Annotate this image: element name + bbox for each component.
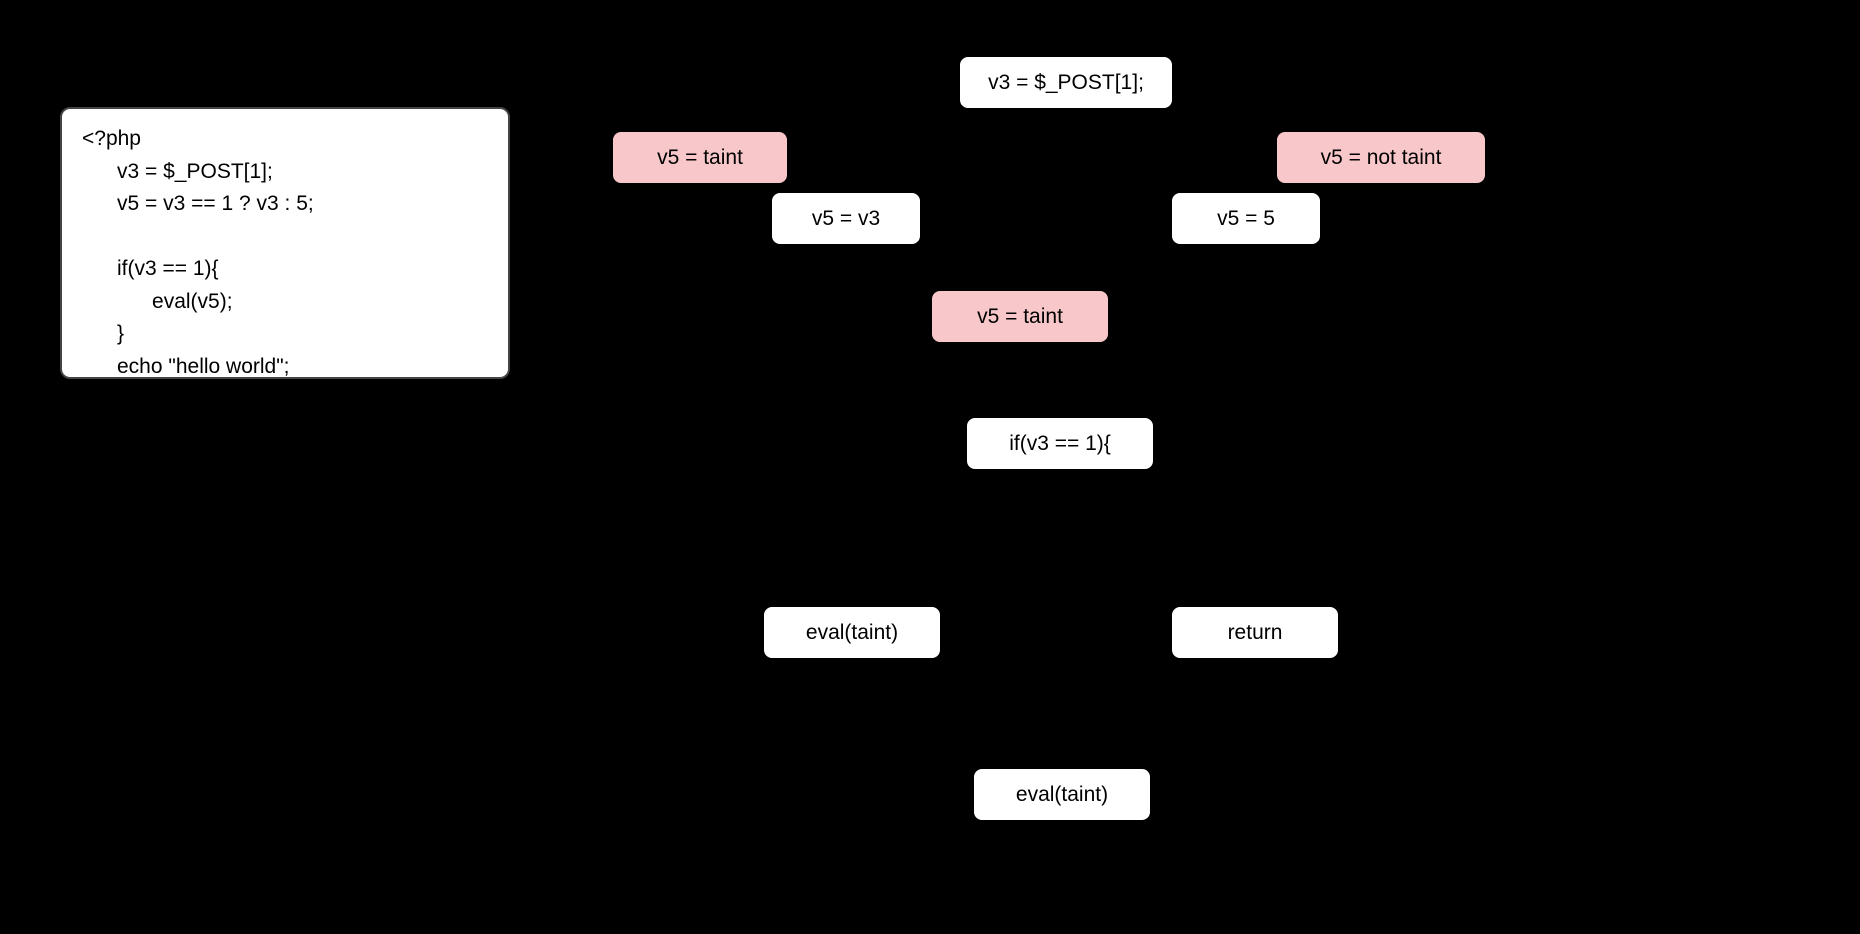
annotation-v5-taint-mid: v5 = taint xyxy=(930,289,1110,344)
edge-e4 xyxy=(1155,246,1246,443)
node-eval-taint-2: eval(taint) xyxy=(972,767,1152,822)
node-eval-taint-1: eval(taint) xyxy=(762,605,942,660)
edge-e3 xyxy=(846,246,965,443)
node-if: if(v3 == 1){ xyxy=(965,416,1155,471)
edge-e2 xyxy=(1066,110,1246,191)
node-post: v3 = $_POST[1]; xyxy=(958,55,1174,110)
node-v5-equals-5: v5 = 5 xyxy=(1170,191,1322,246)
edge-e6 xyxy=(1060,471,1255,605)
node-v5-equals-v3: v5 = v3 xyxy=(770,191,922,246)
annotation-v5-not-taint: v5 = not taint xyxy=(1275,130,1487,185)
edge-e5 xyxy=(852,471,1060,605)
annotation-v5-taint-left: v5 = taint xyxy=(611,130,789,185)
node-return: return xyxy=(1170,605,1340,660)
code-panel: <?php v3 = $_POST[1]; v5 = v3 == 1 ? v3 … xyxy=(60,107,510,379)
edge-e7 xyxy=(852,660,972,794)
edge-e8 xyxy=(1152,660,1255,794)
edge-e1 xyxy=(846,110,1066,191)
